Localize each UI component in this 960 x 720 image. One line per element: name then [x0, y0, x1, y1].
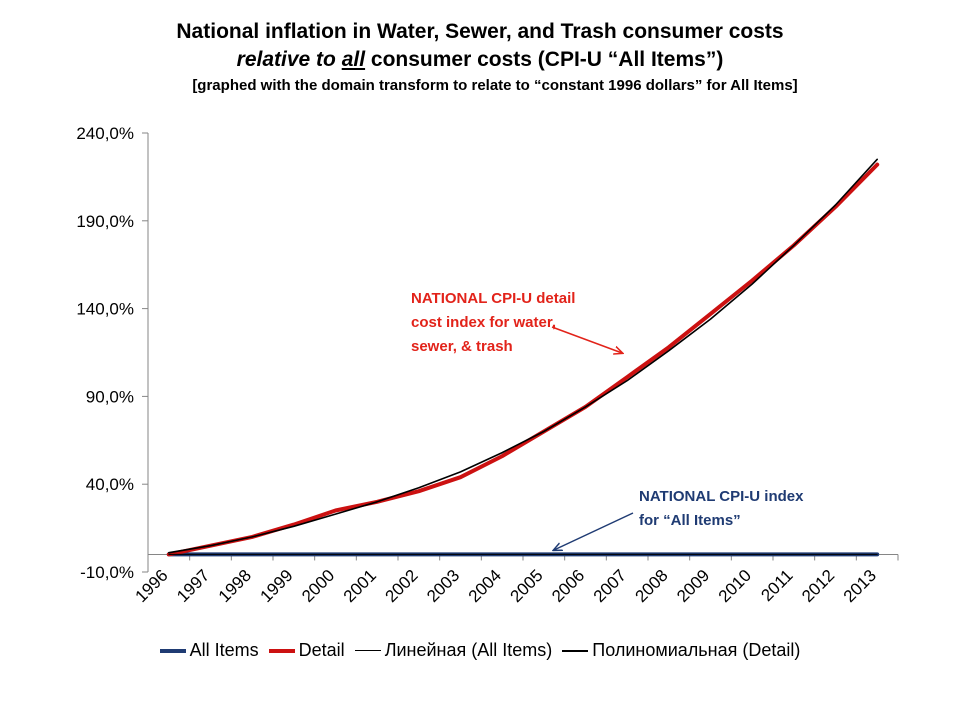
legend-item: Линейная (All Items) [354, 640, 553, 661]
x-tick-label: 1998 [215, 566, 255, 606]
annotation-all-items-arrow [554, 512, 634, 550]
subtitle-part-relative: relative to [236, 48, 336, 71]
x-tick-label: 2006 [548, 566, 588, 606]
legend-item: Detail [268, 640, 345, 661]
annotation-detail-line: NATIONAL CPI-U detail [411, 290, 575, 307]
x-tick-label: 1996 [131, 566, 171, 606]
legend-swatch [562, 649, 589, 652]
y-tick-label: 90,0% [86, 387, 134, 406]
x-tick-label: 1997 [173, 566, 213, 606]
legend-label: Detail [298, 640, 345, 660]
annotation-all-items-line: for “All Items” [639, 512, 741, 529]
legend-swatch [354, 650, 381, 651]
x-tick-label: 2011 [757, 566, 796, 605]
annotation-detail-line: sewer, & trash [411, 338, 513, 355]
chart-title: National inflation in Water, Sewer, and … [176, 20, 784, 43]
legend-item: Полиномиальная (Detail) [562, 640, 800, 661]
series-line-detail [166, 162, 880, 557]
x-tick-label: 2008 [631, 566, 671, 606]
y-tick-label: 140,0% [76, 300, 134, 319]
chart-subtitle: relative to all consumer costs (CPI-U “A… [0, 46, 960, 74]
chart-title-block: National inflation in Water, Sewer, and … [0, 18, 960, 98]
x-tick-label: 2000 [298, 566, 338, 606]
y-tick-label: 240,0% [76, 124, 134, 143]
x-tick-label: 2013 [840, 566, 880, 606]
annotation-all-items-line: NATIONAL CPI-U index [639, 488, 804, 505]
x-tick-label: 1999 [256, 566, 296, 606]
y-tick-label: 190,0% [76, 212, 134, 231]
line-chart: -10,0%40,0%90,0%140,0%190,0%240,0%1996 19… [76, 124, 899, 606]
x-tick-label: 2005 [506, 566, 546, 606]
subtitle-part-all: all [341, 48, 366, 71]
x-tick-label: 2004 [465, 566, 505, 606]
chart-note: [graphed with the domain transform to re… [192, 77, 798, 94]
legend-swatch [159, 648, 186, 653]
x-tick-label: 2012 [798, 566, 838, 606]
subtitle-part-rest: consumer costs (CPI-U “All Items”) [365, 48, 724, 71]
x-tick-label: 2003 [423, 566, 463, 606]
y-tick-label: 40,0% [86, 475, 134, 494]
chart-legend: All Items Detail Линейная (All Items) Полин… [0, 640, 960, 661]
legend-swatch [268, 648, 295, 653]
x-tick-label: 2007 [590, 566, 630, 606]
annotation-detail-arrow [551, 326, 622, 353]
legend-label: Линейная (All Items) [384, 640, 553, 660]
x-tick-label: 2002 [381, 566, 421, 606]
legend-label: All Items [189, 640, 259, 660]
legend-item: All Items [159, 640, 259, 661]
x-tick-label: 2001 [340, 566, 380, 606]
x-tick-label: 2009 [673, 566, 713, 606]
trendline-polynomial-detail [168, 158, 879, 554]
annotation-detail-line: cost index for water, [411, 314, 556, 331]
y-tick-label: -10,0% [80, 563, 134, 582]
legend-label: Полиномиальная (Detail) [592, 640, 801, 660]
x-tick-label: 2010 [715, 566, 755, 606]
